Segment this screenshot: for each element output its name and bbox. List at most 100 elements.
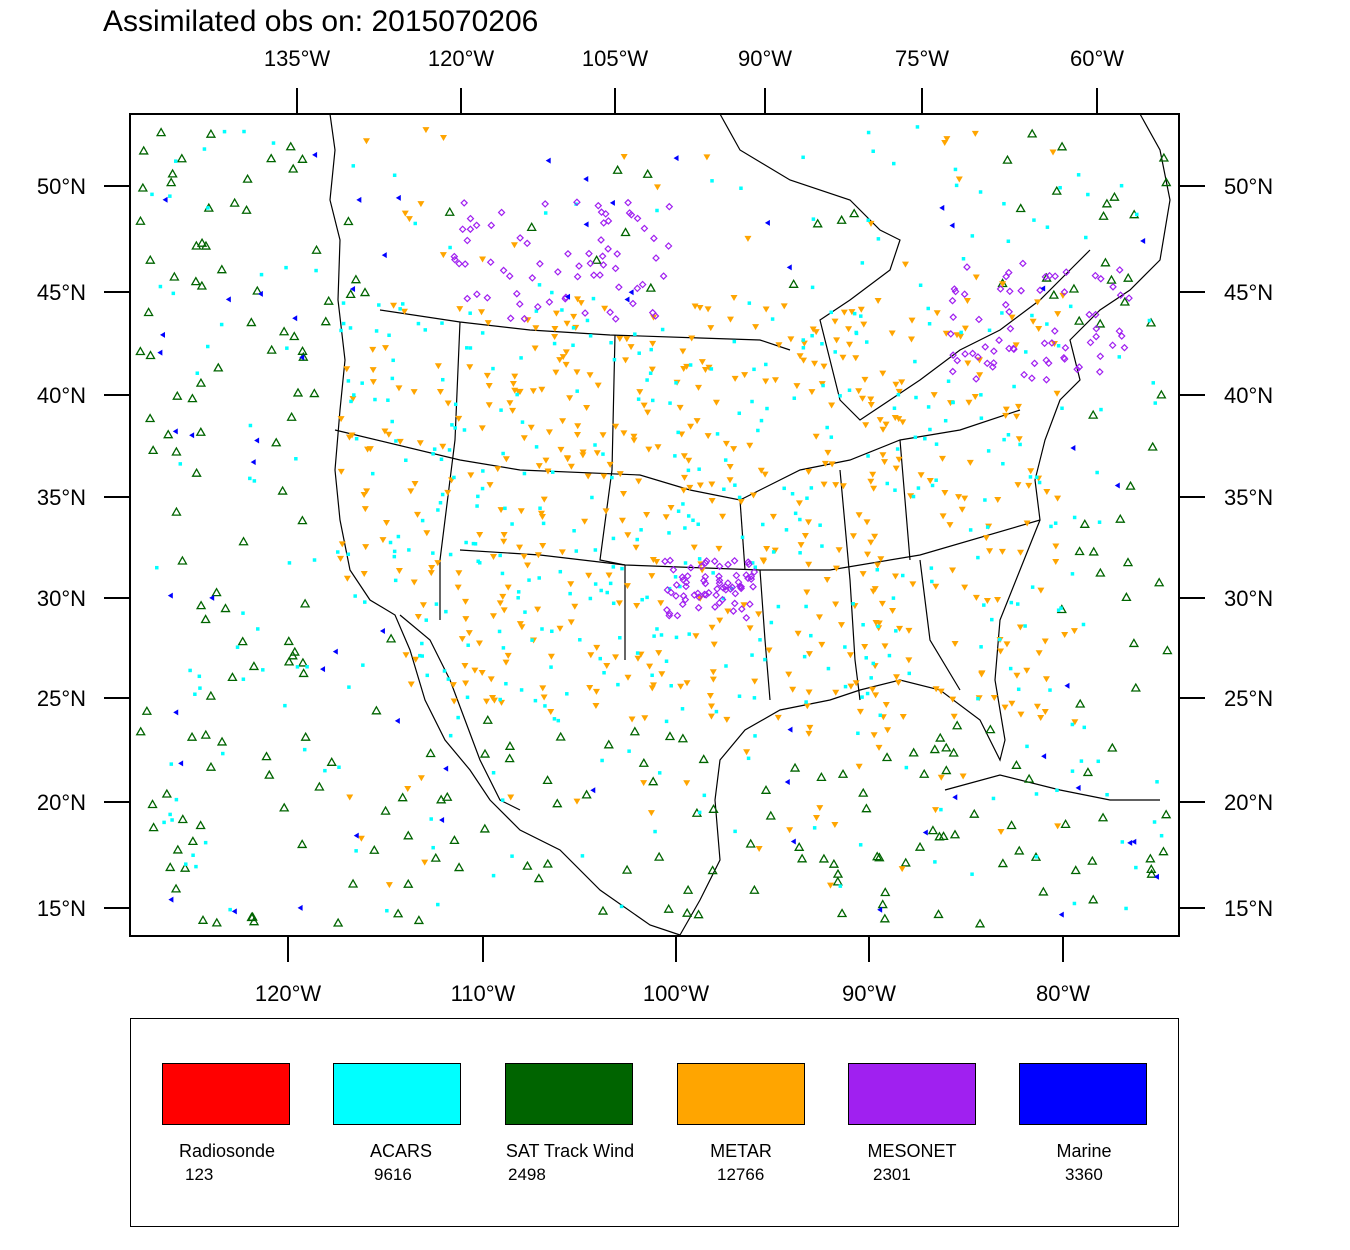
acars-marker [285, 346, 289, 350]
acars-marker [752, 696, 757, 700]
metar-marker [938, 455, 946, 462]
acars-marker [915, 125, 920, 129]
metar-marker [932, 807, 940, 814]
acars-marker [248, 423, 253, 428]
sat-track-wind-marker [872, 851, 883, 861]
marine-marker [787, 726, 793, 733]
mesonet-marker [604, 245, 612, 253]
metar-marker [540, 496, 548, 503]
metar-marker [797, 542, 805, 549]
metar-marker [401, 210, 409, 217]
sat-track-wind-marker [760, 785, 772, 794]
metar-marker [532, 325, 540, 332]
acars-marker [843, 645, 847, 649]
acars-marker [323, 768, 327, 773]
mesonet-marker [724, 560, 732, 569]
sat-track-wind-marker [877, 899, 888, 909]
mesonet-marker [678, 600, 687, 609]
metar-marker [867, 396, 875, 403]
acars-marker [387, 333, 391, 338]
metar-marker [683, 680, 691, 687]
sat-track-wind-marker [682, 907, 693, 917]
mesonet-marker [606, 308, 614, 317]
metar-marker [558, 549, 566, 556]
acars-marker [763, 657, 767, 662]
metar-marker [439, 135, 447, 142]
metar-marker [793, 383, 801, 390]
metar-marker [839, 354, 847, 361]
metar-marker [839, 483, 847, 490]
marine-marker [292, 315, 298, 322]
acars-marker [896, 392, 901, 397]
sat-track-wind-marker [392, 908, 404, 918]
metar-marker [800, 340, 808, 347]
mesonet-marker [1060, 288, 1069, 296]
metar-marker [800, 357, 808, 364]
metar-marker [547, 708, 555, 715]
acars-marker [173, 159, 178, 163]
metar-marker [930, 392, 938, 399]
acars-marker [1096, 759, 1101, 764]
metar-marker [806, 724, 814, 731]
acars-marker [918, 283, 923, 288]
metar-marker [949, 567, 957, 574]
acars-marker [450, 423, 454, 427]
acars-marker [516, 590, 521, 594]
metar-marker [942, 330, 950, 337]
sat-track-wind-marker [794, 841, 805, 851]
mesonet-marker [750, 568, 759, 576]
acars-marker [390, 376, 395, 381]
marine-marker [1064, 682, 1070, 689]
metar-marker [516, 388, 524, 395]
metar-marker [496, 600, 504, 607]
sat-track-wind-marker [229, 197, 240, 207]
metar-marker [1053, 390, 1061, 397]
metar-marker [592, 702, 600, 709]
metar-marker [780, 303, 788, 310]
metar-marker [423, 530, 431, 537]
metar-marker [965, 399, 973, 406]
metar-marker [955, 176, 963, 183]
sat-track-wind-marker [1023, 773, 1035, 783]
mesonet-marker [499, 266, 508, 275]
sat-track-wind-marker [900, 857, 911, 867]
metar-marker [881, 459, 889, 466]
metar-marker [529, 388, 537, 395]
metar-marker [603, 662, 611, 669]
marine-marker [790, 838, 796, 845]
acars-marker [571, 343, 575, 348]
metar-marker [1023, 520, 1031, 527]
mesonet-marker [697, 562, 706, 571]
sat-track-wind-marker [161, 788, 172, 798]
metar-marker [775, 342, 783, 349]
acars-marker [1060, 406, 1064, 411]
acars-marker [341, 301, 346, 305]
sat-track-wind-marker [1079, 519, 1090, 528]
mesonet-marker [648, 308, 657, 317]
acars-marker [811, 217, 816, 221]
metar-marker [867, 539, 875, 546]
acars-marker [158, 284, 163, 289]
legend-count: 2498 [508, 1165, 546, 1184]
metar-marker [616, 471, 624, 478]
mesonet-marker [666, 556, 674, 565]
acars-marker [464, 540, 468, 545]
metar-marker [636, 389, 644, 396]
acars-marker [655, 208, 659, 213]
sat-track-wind-marker [266, 344, 277, 354]
metar-marker [803, 703, 811, 710]
metar-marker [338, 541, 346, 548]
acars-marker [686, 468, 691, 473]
sat-track-wind-marker [163, 429, 174, 439]
metar-marker [888, 330, 896, 337]
metar-marker [743, 749, 751, 756]
metar-marker [726, 316, 734, 323]
mesonet-marker [545, 298, 554, 306]
acars-marker [552, 717, 557, 721]
sat-track-wind-marker [504, 753, 515, 763]
metar-marker [893, 674, 901, 681]
sat-track-wind-marker [1075, 698, 1086, 708]
acars-marker [241, 611, 245, 615]
right-lat-label: 30°N [1224, 586, 1273, 611]
right-lat-label: 40°N [1224, 383, 1273, 408]
